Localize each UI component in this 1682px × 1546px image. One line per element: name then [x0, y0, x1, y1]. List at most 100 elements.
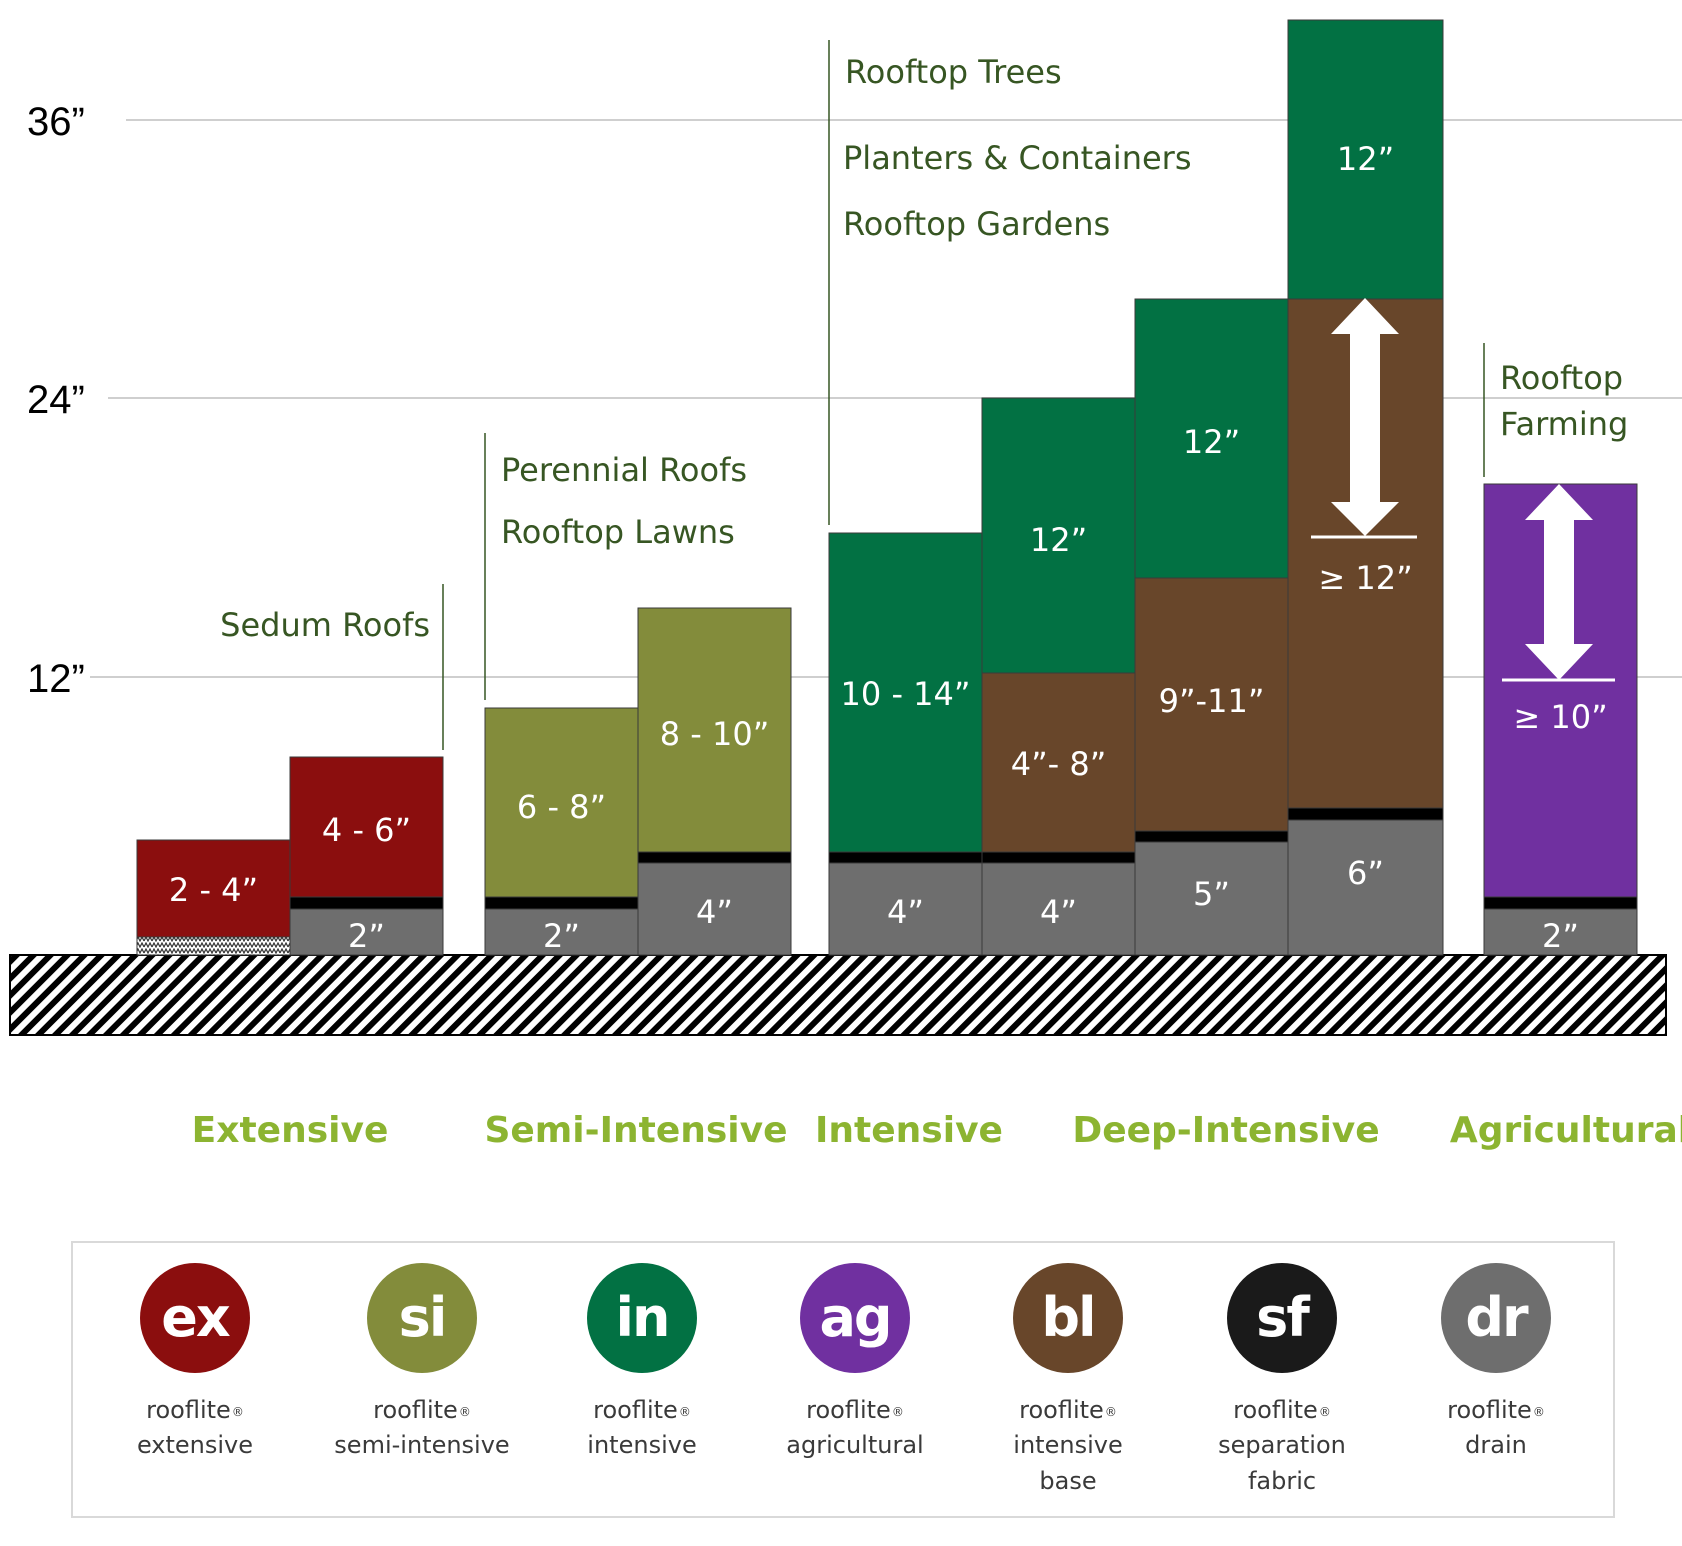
- layer-label-in: 12”: [1183, 423, 1240, 461]
- annotation-rooftop-farming-2: Farming: [1500, 405, 1628, 443]
- in-badge-icon: in: [587, 1263, 697, 1373]
- layer-si: [484, 707, 639, 898]
- columns: 2 - 4” 2” 4 - 6” 2” 6 - 8” 4” 8 - 10” 4” 10 - 14…: [136, 19, 1638, 956]
- annotation-rooftop-gardens: Rooftop Gardens: [843, 205, 1110, 243]
- layer-label-ex: 4 - 6”: [322, 811, 411, 849]
- layer-dr: [1134, 841, 1289, 956]
- legend-label: base: [1039, 1467, 1097, 1495]
- roof-deck: [9, 954, 1667, 1036]
- layer-label-ex: 2 - 4”: [169, 871, 258, 909]
- tick-label-36: 36”: [27, 100, 85, 144]
- legend-item-extensive: ex rooflite® extensive: [95, 1263, 295, 1463]
- ag-badge-icon: ag: [800, 1263, 910, 1373]
- annotations: Sedum Roofs Perennial Roofs Rooftop Lawn…: [220, 53, 1628, 644]
- brand-name: rooflite: [373, 1396, 458, 1424]
- layer-dr: [1287, 819, 1444, 956]
- layer-label-bl: 9”-11”: [1159, 682, 1265, 720]
- category-agricultural: Agricultural: [1450, 1110, 1682, 1151]
- arrow-shape: [1525, 484, 1593, 680]
- layer-label-dr: 4”: [1040, 893, 1077, 931]
- registered-mark: ®: [891, 1405, 904, 1419]
- layer-dr: [981, 862, 1136, 956]
- layer-label-in: 10 - 14”: [841, 675, 971, 713]
- column-extensive: 2” 4 - 6”: [289, 756, 444, 956]
- arrow-shape: [1331, 298, 1399, 536]
- column-deep-intensive: 4” 4”- 8” 12”: [981, 397, 1136, 956]
- layer-label-dr: 2”: [348, 917, 385, 955]
- legend: ex rooflite® extensive si rooflite® semi…: [71, 1241, 1615, 1518]
- badge-code: sf: [1256, 1286, 1310, 1349]
- legend-item-intensive: in rooflite® intensive: [542, 1263, 742, 1463]
- brand-name: rooflite: [806, 1396, 891, 1424]
- layer-label-dr: 4”: [696, 893, 733, 931]
- brand-name: rooflite: [146, 1396, 231, 1424]
- badge-code: in: [615, 1286, 671, 1349]
- layer-sf: [828, 851, 983, 864]
- legend-item-agricultural: ag rooflite® agricultural: [755, 1263, 955, 1463]
- layer-dr: [637, 862, 792, 956]
- category-extensive: Extensive: [192, 1110, 389, 1151]
- tick-label-12: 12”: [27, 657, 85, 701]
- legend-brand: rooflite®: [968, 1393, 1168, 1427]
- legend-item-drain: dr rooflite® drain: [1396, 1263, 1596, 1463]
- layer-label-bl: 4”- 8”: [1011, 745, 1107, 783]
- layer-sf: [1287, 807, 1444, 821]
- column-deep-intensive: 5” 9”-11” 12”: [1134, 298, 1289, 956]
- tick-label-24: 24”: [27, 378, 85, 422]
- legend-label: intensive: [587, 1431, 697, 1459]
- registered-mark: ®: [678, 1405, 691, 1419]
- annotation-rooftop-lawns: Rooftop Lawns: [501, 513, 735, 551]
- layer-label-si: 8 - 10”: [660, 715, 770, 753]
- column-agricultural: 2” ≥ 10”: [1483, 483, 1638, 956]
- category-labels: Extensive Semi-Intensive Intensive Deep-…: [192, 1110, 1682, 1151]
- legend-label: intensive: [1013, 1431, 1123, 1459]
- category-deep-intensive: Deep-Intensive: [1072, 1110, 1379, 1151]
- si-badge-icon: si: [367, 1263, 477, 1373]
- layer-label-dr: 6”: [1347, 854, 1384, 892]
- legend-label: drain: [1465, 1431, 1527, 1459]
- layer-label-si: 6 - 8”: [517, 788, 606, 826]
- layer-ex: [289, 756, 444, 898]
- layer-label-dr: 4”: [887, 893, 924, 931]
- layer-label-dr: 5”: [1193, 875, 1230, 913]
- column-deep-intensive: 6” ≥ 12” 12”: [1287, 19, 1444, 956]
- category-semi-intensive: Semi-Intensive: [484, 1110, 787, 1151]
- legend-label: agricultural: [786, 1431, 924, 1459]
- bl-badge-icon: bl: [1013, 1263, 1123, 1373]
- column-semi-intensive: 4” 8 - 10”: [637, 607, 792, 956]
- brand-name: rooflite: [1019, 1396, 1104, 1424]
- legend-brand: rooflite®: [755, 1393, 955, 1427]
- annotation-rooftop-farming-1: Rooftop: [1500, 359, 1623, 397]
- layer-sf: [1134, 830, 1289, 843]
- layer-label-ag: ≥ 10”: [1513, 698, 1607, 736]
- layer-in: [1134, 298, 1289, 579]
- layer-label-dr: 2”: [1542, 917, 1579, 955]
- brand-name: rooflite: [593, 1396, 678, 1424]
- legend-label: semi-intensive: [334, 1431, 510, 1459]
- layer-sf: [484, 896, 639, 910]
- legend-brand: rooflite®: [95, 1393, 295, 1427]
- layer-sf: [289, 896, 444, 910]
- badge-code: ex: [161, 1286, 230, 1349]
- layer-dr: [828, 862, 983, 956]
- double-arrow-agricultural: [1502, 484, 1615, 682]
- layer-in: [981, 397, 1136, 674]
- layer-mat: [136, 936, 291, 956]
- legend-brand: rooflite®: [1182, 1393, 1382, 1427]
- annotation-perennial-roofs: Perennial Roofs: [501, 451, 747, 489]
- legend-brand: rooflite®: [1396, 1393, 1596, 1427]
- layer-label-dr: 2”: [543, 917, 580, 955]
- registered-mark: ®: [1532, 1405, 1545, 1419]
- layer-dr: [484, 908, 639, 956]
- badge-code: ag: [819, 1286, 892, 1349]
- column-intensive: 4” 10 - 14”: [828, 532, 983, 956]
- registered-mark: ®: [231, 1405, 244, 1419]
- layer-in: [828, 532, 983, 853]
- layer-label-in: 12”: [1337, 140, 1394, 178]
- legend-label: separation: [1218, 1431, 1346, 1459]
- legend-item-semi-intensive: si rooflite® semi-intensive: [322, 1263, 522, 1463]
- legend-brand: rooflite®: [542, 1393, 742, 1427]
- badge-code: dr: [1465, 1286, 1528, 1349]
- layer-label-bl: ≥ 12”: [1318, 559, 1412, 597]
- legend-brand: rooflite®: [322, 1393, 522, 1427]
